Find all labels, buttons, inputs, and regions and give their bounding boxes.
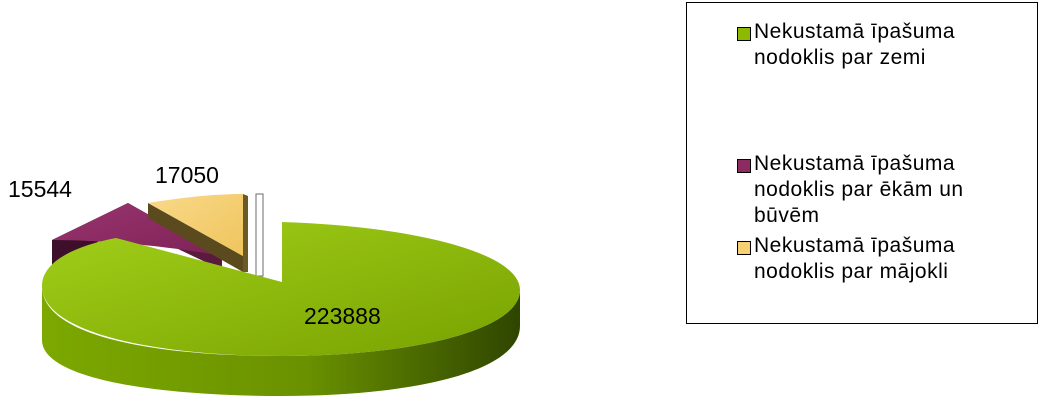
legend-item-zemi: Nekustamā īpašuma nodoklis par zemi [737,19,955,71]
legend-swatch-zemi [737,27,751,41]
legend-label-ekam: Nekustamā īpašuma nodoklis par ēkām un b… [754,152,964,227]
pie-slice-zemi-top [42,222,520,356]
pie-slice-majokli-side [148,203,243,272]
pie-slice-majokli [148,194,248,272]
data-label-majokli: 17050 [155,162,219,188]
pie-slice-ekam-top [52,203,222,256]
data-label-zemi: 223888 [304,303,381,329]
legend-label-zemi: Nekustamā īpašuma nodoklis par zemi [754,20,956,69]
pie-slice-majokli-side-right [243,194,248,272]
pie-gap-wall [255,193,264,277]
pie-slice-zemi-side [42,286,520,396]
legend-item-ekam: Nekustamā īpašuma nodoklis par ēkām un b… [737,151,964,229]
data-label-ekam: 15544 [8,176,72,202]
legend-swatch-ekam [737,159,751,173]
legend-item-majokli: Nekustamā īpašuma nodoklis par mājokli [737,233,955,285]
pie-slice-zemi [42,222,520,396]
legend-label-majokli: Nekustamā īpašuma nodoklis par mājokli [754,234,956,283]
chart-legend: Nekustamā īpašuma nodoklis par zemi Neku… [686,2,1038,324]
pie-slice-majokli-top [148,194,243,256]
legend-swatch-majokli [737,241,751,255]
